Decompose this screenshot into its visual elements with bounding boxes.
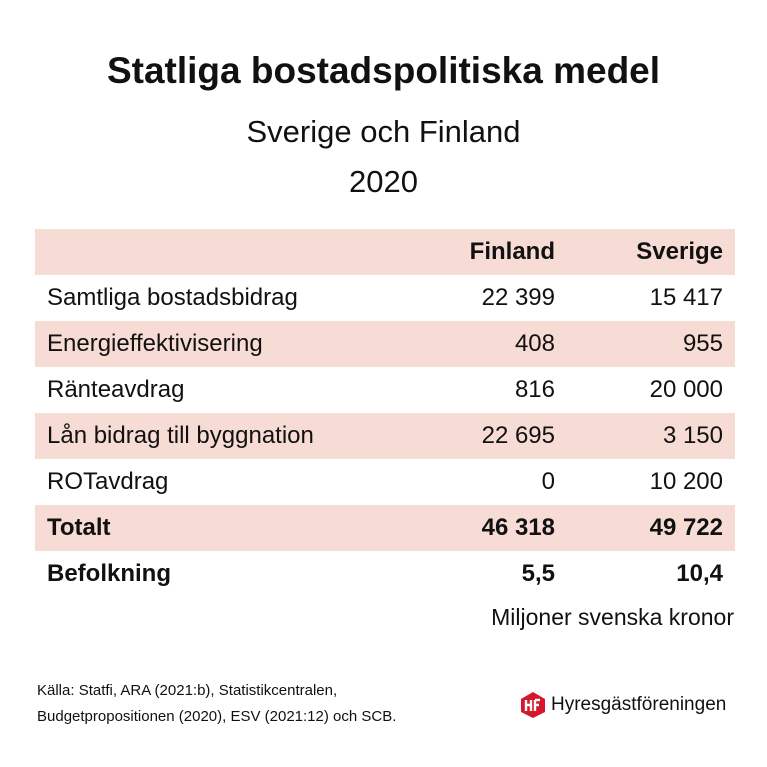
header-row: Finland Sverige <box>35 229 735 275</box>
row-label: ROTavdrag <box>47 468 169 495</box>
subtitle: Sverige och Finland <box>246 114 521 149</box>
source: Källa: Statfi, ARA (2021:b), Statistikce… <box>37 682 338 699</box>
cell: 22 695 <box>481 422 555 449</box>
row-label: Samtliga bostadsbidrag <box>47 284 298 311</box>
row-label: Befolkning <box>47 560 171 587</box>
cell: 49 722 <box>649 514 723 541</box>
logo: Hyresgästföreningen <box>520 690 726 720</box>
cell: 20 000 <box>649 376 723 403</box>
row-label: Energieffektivisering <box>47 330 263 357</box>
cell: 10,4 <box>676 560 723 587</box>
logo-text: Hyresgästföreningen <box>551 694 727 715</box>
table-row: ROTavdrag 0 10 200 <box>35 459 735 505</box>
cell: 46 318 <box>481 514 555 541</box>
row-label: Totalt <box>47 514 111 541</box>
source: Budgetpropositionen (2020), ESV (2021:12… <box>37 708 397 725</box>
title: Statliga bostadspolitiska medel <box>106 50 661 91</box>
table-row: Energieffektivisering 408 955 <box>35 321 735 367</box>
cell: 955 <box>682 330 723 357</box>
column-header: Finland <box>469 238 555 265</box>
cell: 10 200 <box>649 468 723 495</box>
table-row: Lån bidrag till byggnation 22 695 3 150 <box>35 413 735 459</box>
row-label: Lån bidrag till byggnation <box>47 422 314 449</box>
table-row: Samtliga bostadsbidrag 22 399 15 417 <box>35 275 735 321</box>
logo-icon <box>521 692 545 718</box>
subtitle: 2020 <box>349 164 418 199</box>
cell: 408 <box>514 330 555 357</box>
table-row: Totalt 46 318 49 722 <box>35 505 735 551</box>
cell: 3 150 <box>662 422 723 449</box>
cell: 22 399 <box>481 284 555 311</box>
cell: 0 <box>541 468 555 495</box>
table-row: Ränteavdrag 816 20 000 <box>35 367 735 413</box>
cell: 816 <box>514 376 555 403</box>
column-header: Sverige <box>636 238 723 265</box>
unit-note: Miljoner svenska kronor <box>491 604 734 630</box>
cell: 15 417 <box>649 284 723 311</box>
table-row: Befolkning 5,5 10,4 <box>35 551 735 597</box>
row-label: Ränteavdrag <box>47 376 185 403</box>
cell: 5,5 <box>521 560 555 587</box>
